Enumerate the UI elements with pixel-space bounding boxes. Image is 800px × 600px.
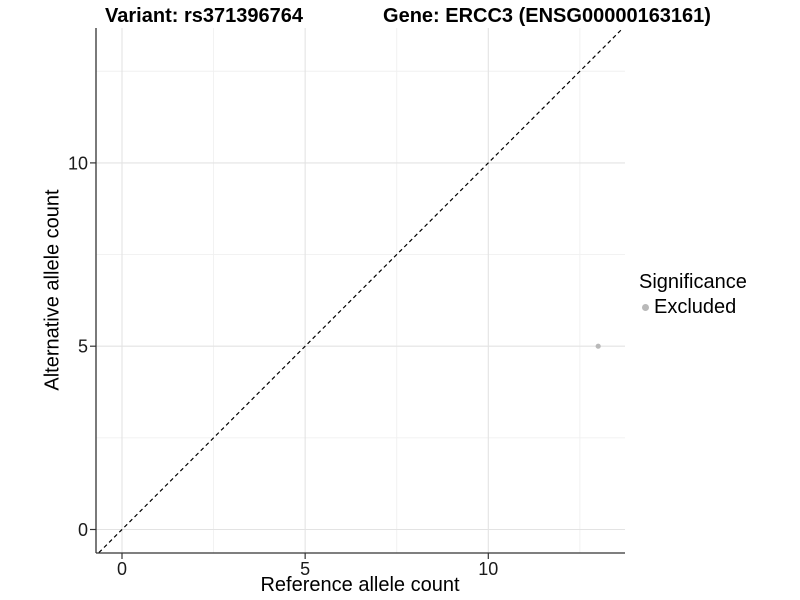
major-gridlines	[96, 28, 625, 553]
x-tick-labels: 0 5 10	[117, 559, 498, 579]
legend-item-label: Excluded	[654, 296, 737, 318]
y-tick-labels: 0 5 10	[68, 153, 88, 540]
y-tick-label: 5	[78, 337, 88, 357]
legend-item-excluded: Excluded	[639, 296, 747, 319]
legend-title: Significance	[639, 271, 747, 293]
minor-gridlines	[96, 28, 625, 553]
y-tick-label: 0	[78, 520, 88, 540]
x-axis-title: Reference allele count	[260, 574, 460, 596]
x-tick-label: 10	[478, 559, 498, 579]
y-axis-title: Alternative allele count	[41, 189, 64, 391]
y-tick-label: 10	[68, 153, 88, 173]
data-points	[595, 343, 601, 349]
axis-tick-marks	[90, 162, 489, 559]
legend: Significance Excluded	[639, 271, 747, 319]
variant-title: Variant: rs371396764	[105, 5, 303, 27]
excluded-point-swatch	[642, 304, 649, 311]
identity-dashed-line	[98, 27, 624, 554]
x-tick-label: 5	[300, 559, 310, 579]
x-tick-label: 0	[117, 559, 127, 579]
scatter-point	[595, 343, 601, 349]
gene-title: Gene: ERCC3 (ENSG00000163161)	[383, 5, 711, 27]
